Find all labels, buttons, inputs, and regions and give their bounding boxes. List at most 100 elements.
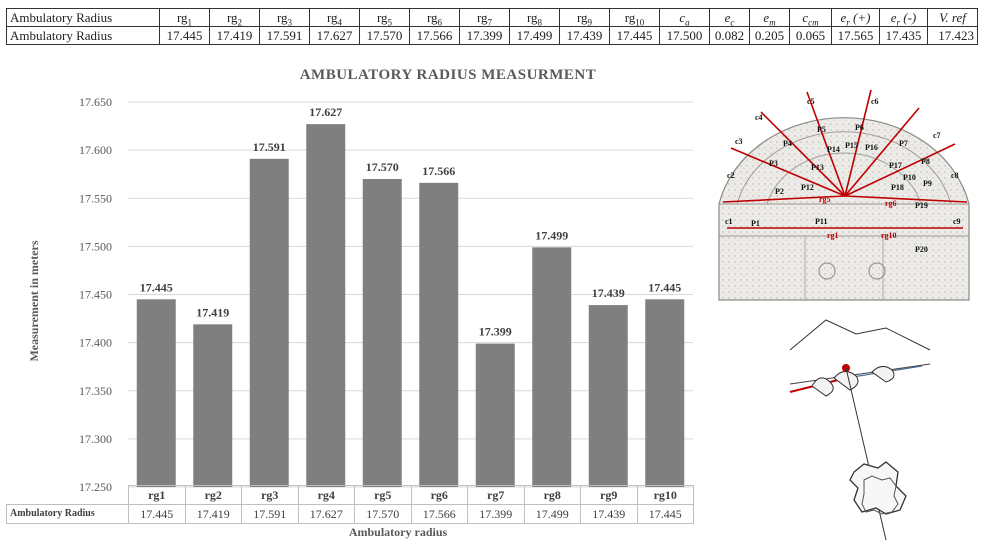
y-tick-labels: 17.250 17.300 17.350 17.400 17.450 17.500 17.5…	[79, 95, 112, 494]
bar-rg10	[645, 299, 685, 487]
bar-rg7	[475, 343, 515, 487]
data-label-rg7: 17.399	[479, 325, 512, 339]
summary-row-label: Ambulatory Radius	[6, 26, 160, 45]
data-table-category: rg6	[410, 485, 468, 505]
y-tick-label: 17.350	[79, 384, 112, 398]
summary-value-cell: 17.566	[409, 26, 460, 45]
floorplan-point-label: P11	[815, 217, 827, 226]
summary-value-cell: 17.419	[209, 26, 260, 45]
summary-value-cell: 17.445	[609, 26, 660, 45]
summary-header-cell: er (+)	[831, 8, 880, 27]
summary-value-cell: 17.423	[927, 26, 978, 45]
bar-rg2	[193, 324, 233, 487]
floorplan-point-label: P9	[923, 179, 932, 188]
floorplan-point-label: P15	[845, 141, 858, 150]
summary-value-cell: 17.435	[879, 26, 928, 45]
summary-value-cell: 17.565	[831, 26, 880, 45]
floorplan-point-label: P17	[889, 161, 902, 170]
data-label-rg9: 17.439	[592, 286, 625, 300]
floorplan-cell-label: c6	[871, 97, 879, 106]
bar-rg4	[306, 124, 346, 487]
summary-value-cell: 0.082	[709, 26, 750, 45]
y-tick-label: 17.600	[79, 143, 112, 157]
data-table-category: rg7	[467, 485, 525, 505]
summary-header-cell: ccm	[789, 8, 832, 27]
floorplan-point-label: P2	[775, 187, 784, 196]
floorplan-point-label: P16	[865, 143, 878, 152]
floorplan-radius-label: rg10	[881, 231, 897, 240]
bar-rg5	[362, 179, 402, 487]
floorplan-point-label: P18	[891, 183, 904, 192]
chart-title: AMBULATORY RADIUS MEASURMENT	[300, 67, 597, 83]
bar-rg9	[588, 305, 628, 487]
chart-data-table: rg1 rg2 rg3 rg4 rg5 rg6 rg7 rg8 rg9 rg10 Ambulato…	[6, 485, 694, 524]
floorplan-cell-label: c9	[953, 217, 961, 226]
floorplan-radius-label: rg5	[819, 195, 831, 204]
floorplan-radius-label: rg1	[827, 231, 839, 240]
summary-value-cell: 0.065	[789, 26, 832, 45]
summary-value-row: Ambulatory Radius 17.445 17.419 17.591 1…	[6, 26, 978, 45]
data-label-rg6: 17.566	[422, 164, 455, 178]
data-table-category: rg9	[580, 485, 638, 505]
y-tick-label: 17.400	[79, 336, 112, 350]
floorplan-cell-label: c7	[933, 131, 941, 140]
summary-header-cell: er (-)	[879, 8, 928, 27]
y-tick-label: 17.500	[79, 239, 112, 253]
bars	[136, 124, 685, 487]
data-table-value: 17.627	[297, 504, 355, 524]
data-label-rg4: 17.627	[309, 105, 342, 119]
y-tick-label: 17.550	[79, 191, 112, 205]
y-axis-title: Measurement in meters	[27, 240, 41, 361]
y-tick-label: 17.250	[79, 480, 112, 494]
summary-header-row: Ambulatory Radius rg1 rg2 rg3 rg4 rg5 rg…	[6, 8, 978, 27]
data-table-category-row: rg1 rg2 rg3 rg4 rg5 rg6 rg7 rg8 rg9 rg10	[7, 485, 694, 505]
floorplan-radius-label: rg6	[885, 199, 897, 208]
floorplan-point-label: P5	[817, 125, 826, 134]
x-axis-title: Ambulatory radius	[349, 525, 448, 539]
data-label-rg8: 17.499	[535, 228, 568, 242]
bar-rg3	[249, 158, 289, 487]
floorplan-point-label: P6	[855, 123, 864, 132]
summary-header-cell: rg10	[609, 8, 660, 27]
data-table-value: 17.591	[241, 504, 299, 524]
y-tick-label: 17.450	[79, 288, 112, 302]
floorplan-cell-label: c4	[755, 113, 763, 122]
data-table-category: rg4	[297, 485, 355, 505]
data-table-category: rg3	[241, 485, 299, 505]
bar-rg1	[136, 299, 176, 487]
data-table-category: rg1	[128, 485, 186, 505]
y-tick-label: 17.300	[79, 432, 112, 446]
data-table-series-label: Ambulatory Radius	[6, 504, 129, 524]
data-table-category: rg5	[354, 485, 412, 505]
summary-value-cell: 17.439	[559, 26, 610, 45]
floorplan-cell-label: c3	[735, 137, 743, 146]
data-table-value: 17.419	[184, 504, 242, 524]
floorplan-point-label: P7	[899, 139, 908, 148]
section-sketch-image	[789, 319, 931, 540]
data-table-value: 17.439	[580, 504, 638, 524]
summary-value-cell: 17.591	[259, 26, 310, 45]
summary-value-cell: 17.570	[359, 26, 410, 45]
data-table-value: 17.445	[636, 504, 694, 524]
data-label-rg2: 17.419	[196, 305, 229, 319]
data-table-category: rg2	[184, 485, 242, 505]
data-table-value: 17.570	[354, 504, 412, 524]
data-table-category: rg10	[636, 485, 694, 505]
floorplan-point-label: P1	[751, 219, 760, 228]
data-table-value: 17.399	[467, 504, 525, 524]
summary-header-cell: V. ref	[927, 8, 978, 27]
floorplan-point-label: P10	[903, 173, 916, 182]
data-label-rg3: 17.591	[253, 140, 286, 154]
bar-rg6	[419, 182, 459, 487]
data-table-value: 17.499	[523, 504, 581, 524]
floorplan-cell-label: c8	[951, 171, 959, 180]
data-table-value: 17.445	[128, 504, 186, 524]
radius-summary-table: Ambulatory Radius rg1 rg2 rg3 rg4 rg5 rg…	[6, 8, 978, 45]
data-table-value: 17.566	[410, 504, 468, 524]
floorplan-cell-label: c1	[725, 217, 733, 226]
radius-lines	[722, 89, 968, 229]
y-tick-label: 17.650	[79, 95, 112, 109]
